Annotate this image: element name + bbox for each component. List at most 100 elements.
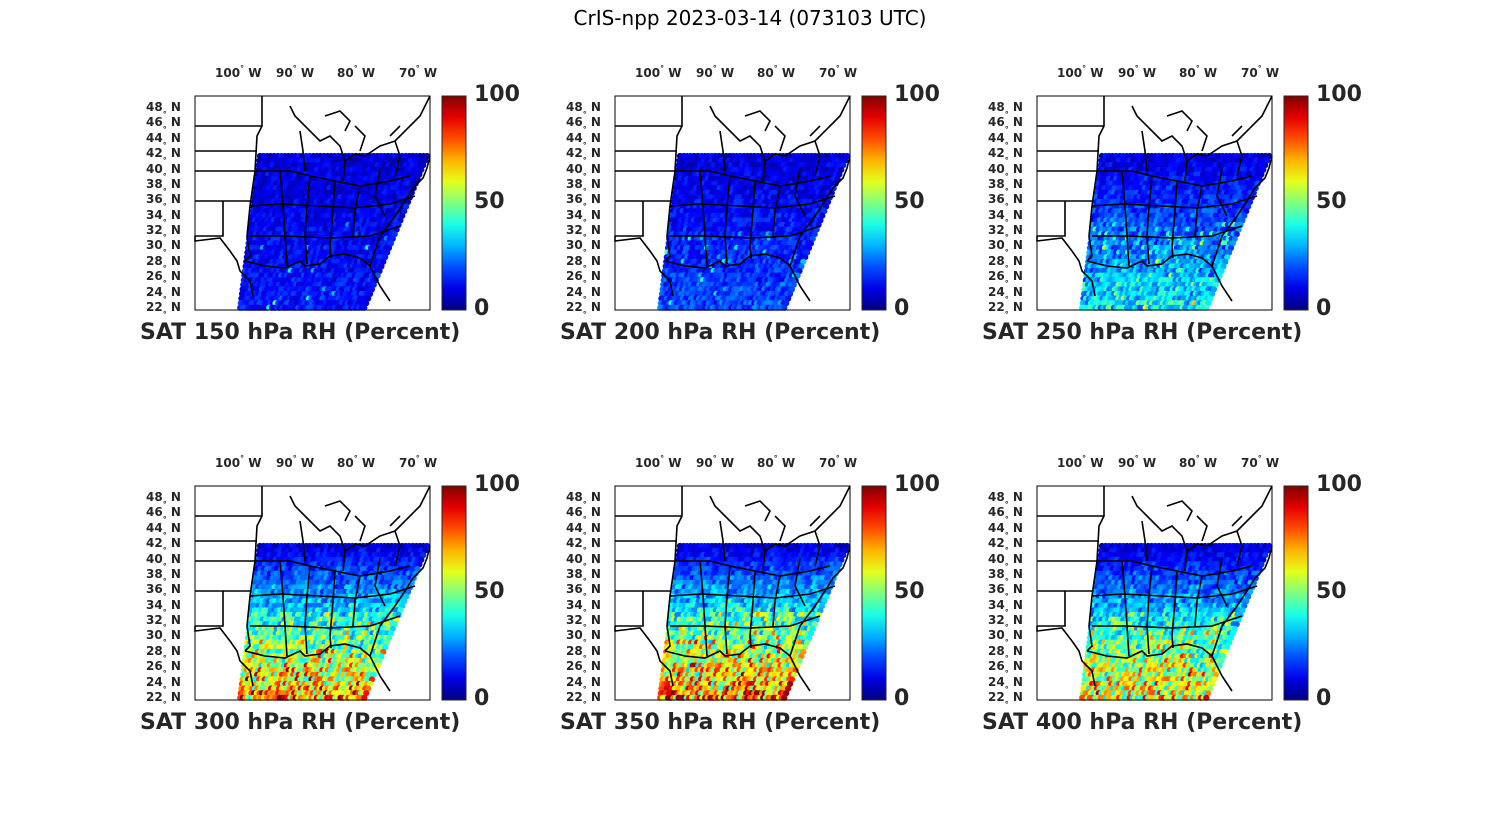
map-panel-1: 100 50 0 100° W 90° W 80° W 70° W 48° N 46° N 44°… bbox=[140, 62, 560, 362]
degree-symbol: ° bbox=[240, 64, 245, 73]
colorbar-tick-label: 100 bbox=[894, 82, 940, 107]
border-line bbox=[744, 110, 821, 152]
state-borders bbox=[614, 95, 851, 311]
degree-symbol: ° bbox=[582, 294, 587, 304]
map-plot bbox=[614, 95, 887, 311]
swath-data bbox=[237, 152, 431, 311]
border-line bbox=[615, 125, 682, 202]
latitude-label: 32° N bbox=[566, 223, 601, 243]
latitude-label: 48° N bbox=[566, 100, 601, 119]
border-line bbox=[279, 170, 336, 267]
colorbar bbox=[861, 95, 887, 311]
degree-symbol: ° bbox=[582, 263, 587, 273]
latitude-label: 34° N bbox=[566, 207, 601, 227]
latitude-label: 46° N bbox=[566, 115, 601, 135]
latitude-label: 30° N bbox=[566, 238, 601, 258]
degree-symbol: ° bbox=[162, 248, 167, 258]
border-line bbox=[670, 167, 821, 239]
panel-title: SAT 200 hPa RH (Percent) bbox=[560, 320, 881, 345]
degree-symbol: ° bbox=[162, 186, 167, 196]
colorbar-tick-label: 0 bbox=[474, 296, 490, 321]
degree-symbol: ° bbox=[582, 202, 587, 212]
degree-symbol: ° bbox=[582, 248, 587, 258]
latitude-label: 30° N bbox=[146, 238, 181, 258]
latitude-label: 36° N bbox=[146, 192, 181, 212]
degree-symbol: ° bbox=[162, 110, 167, 119]
longitude-label: 80° W bbox=[757, 64, 796, 80]
degree-symbol: ° bbox=[162, 217, 167, 227]
map-panel-3: 100 50 0 100° W 90° W 80° W 70° W 48° N 46° N 44°… bbox=[982, 62, 1402, 362]
degree-symbol: ° bbox=[773, 64, 778, 73]
latitude-label: 38° N bbox=[566, 176, 601, 196]
colorbar-tick-label: 50 bbox=[894, 189, 925, 214]
degree-symbol: ° bbox=[162, 263, 167, 273]
longitude-label: 80° W bbox=[337, 64, 376, 80]
degree-symbol: ° bbox=[162, 202, 167, 212]
map-plot bbox=[194, 95, 467, 311]
swath-data bbox=[1079, 152, 1273, 311]
degree-symbol: ° bbox=[582, 310, 587, 319]
border-line bbox=[664, 96, 683, 262]
border-line bbox=[250, 167, 401, 239]
latitude-label: 28° N bbox=[146, 253, 181, 273]
degree-symbol: ° bbox=[162, 125, 167, 135]
rh-observation bbox=[361, 304, 368, 311]
longitude-label: 70° W bbox=[819, 64, 858, 80]
rh-observation bbox=[781, 304, 788, 311]
border-line bbox=[699, 170, 756, 267]
border-line bbox=[709, 95, 851, 163]
border-line bbox=[614, 201, 674, 297]
degree-symbol: ° bbox=[162, 171, 167, 181]
degree-symbol: ° bbox=[162, 310, 167, 319]
degree-symbol: ° bbox=[582, 233, 587, 243]
degree-symbol: ° bbox=[162, 279, 167, 289]
colorbar-tick-label: 50 bbox=[474, 189, 505, 214]
colorbar-tick-label: 100 bbox=[474, 82, 520, 107]
border-line bbox=[369, 155, 431, 267]
latitude-label: 28° N bbox=[566, 253, 601, 273]
border-line bbox=[244, 253, 391, 302]
latitude-label: 36° N bbox=[566, 192, 601, 212]
latitude-label: 34° N bbox=[146, 207, 181, 227]
colorbar-tick-label: 0 bbox=[894, 296, 910, 321]
latitude-label: 44° N bbox=[146, 130, 181, 150]
degree-symbol: ° bbox=[582, 140, 587, 150]
state-borders bbox=[194, 95, 431, 311]
border-line bbox=[195, 125, 262, 202]
latitude-label: 40° N bbox=[566, 161, 601, 181]
degree-symbol: ° bbox=[162, 140, 167, 150]
panel-title: SAT 150 hPa RH (Percent) bbox=[140, 320, 461, 345]
border-line bbox=[789, 155, 851, 267]
longitude-label: 70° W bbox=[399, 64, 438, 80]
latitude-label: 22° N bbox=[566, 300, 601, 319]
latitude-label: 22° N bbox=[146, 300, 181, 319]
degree-symbol: ° bbox=[415, 64, 420, 73]
colorbar bbox=[441, 95, 467, 311]
degree-symbol: ° bbox=[582, 186, 587, 196]
map-plot bbox=[1036, 95, 1309, 311]
latitude-label: 26° N bbox=[146, 269, 181, 289]
degree-symbol: ° bbox=[162, 156, 167, 166]
latitude-label: 46° N bbox=[146, 115, 181, 135]
degree-symbol: ° bbox=[162, 233, 167, 243]
latitude-label: 24° N bbox=[146, 284, 181, 304]
border-line bbox=[194, 201, 254, 297]
degree-symbol: ° bbox=[582, 217, 587, 227]
degree-symbol: ° bbox=[582, 125, 587, 135]
longitude-label: 100° W bbox=[215, 64, 262, 80]
degree-symbol: ° bbox=[835, 64, 840, 73]
longitude-label: 90° W bbox=[276, 64, 315, 80]
border-line bbox=[719, 130, 821, 182]
border-line bbox=[244, 96, 263, 262]
degree-symbol: ° bbox=[292, 64, 297, 73]
border-line bbox=[289, 95, 431, 163]
degree-symbol: ° bbox=[582, 171, 587, 181]
degree-symbol: ° bbox=[660, 64, 665, 73]
border-line bbox=[324, 110, 401, 152]
latitude-label: 42° N bbox=[566, 146, 601, 166]
degree-symbol: ° bbox=[582, 110, 587, 119]
swath-data bbox=[657, 152, 851, 311]
longitude-label: 100° W bbox=[635, 64, 682, 80]
degree-symbol: ° bbox=[582, 156, 587, 166]
degree-symbol: ° bbox=[582, 279, 587, 289]
